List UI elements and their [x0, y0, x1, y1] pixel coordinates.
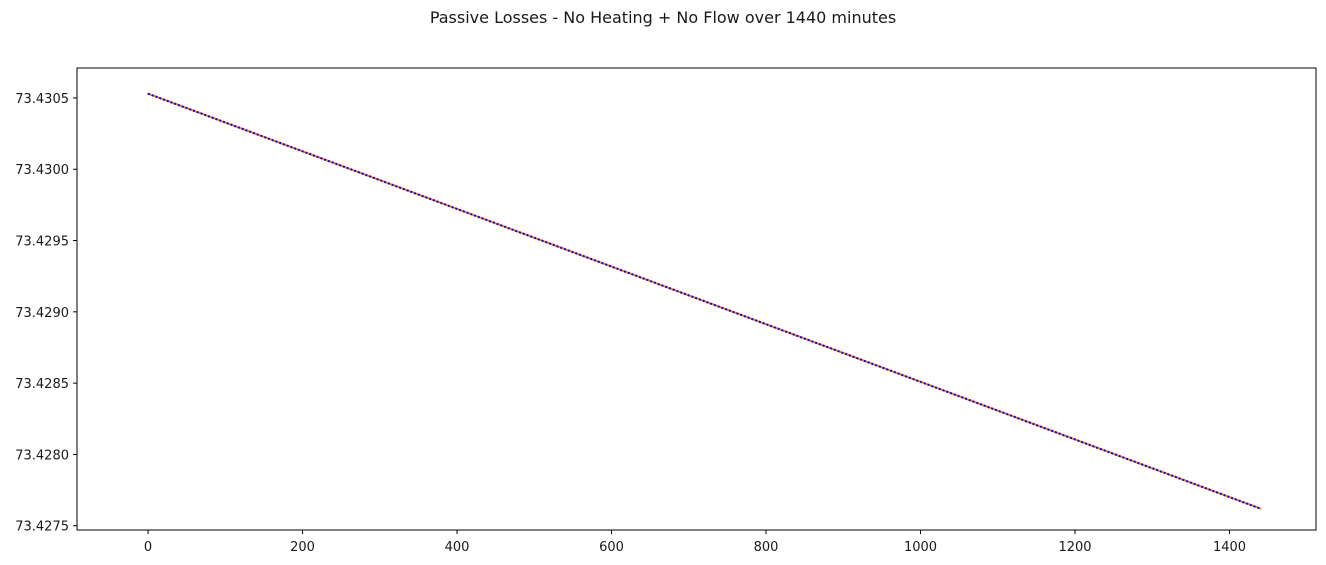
y-tick-label: 73.4285 [15, 377, 69, 392]
x-tick-label: 1000 [904, 540, 937, 555]
y-tick-label: 73.4295 [15, 235, 69, 250]
axes-frame [76, 67, 1317, 531]
x-tick-label: 200 [290, 540, 315, 555]
y-tick-label: 73.4300 [15, 163, 69, 178]
plot-area: 0 200 400 600 800 1000 1200 1400 73.4275 73.4280 7… [15, 67, 1317, 555]
x-tick-label: 0 [144, 540, 152, 555]
y-tick-label: 73.4290 [15, 306, 69, 321]
y-tick-label: 73.4280 [15, 448, 69, 463]
x-tick-label: 1200 [1058, 540, 1091, 555]
x-tick-label: 600 [599, 540, 624, 555]
x-tick-label: 800 [754, 540, 779, 555]
series-line-1 [147, 92, 1261, 510]
x-tick-label: 400 [445, 540, 470, 555]
x-tick-label: 1400 [1213, 540, 1246, 555]
y-tick-label: 73.4305 [15, 92, 69, 107]
chart-title: Passive Losses - No Heating + No Flow ov… [429, 8, 897, 27]
y-tick-label: 73.4275 [15, 520, 69, 535]
